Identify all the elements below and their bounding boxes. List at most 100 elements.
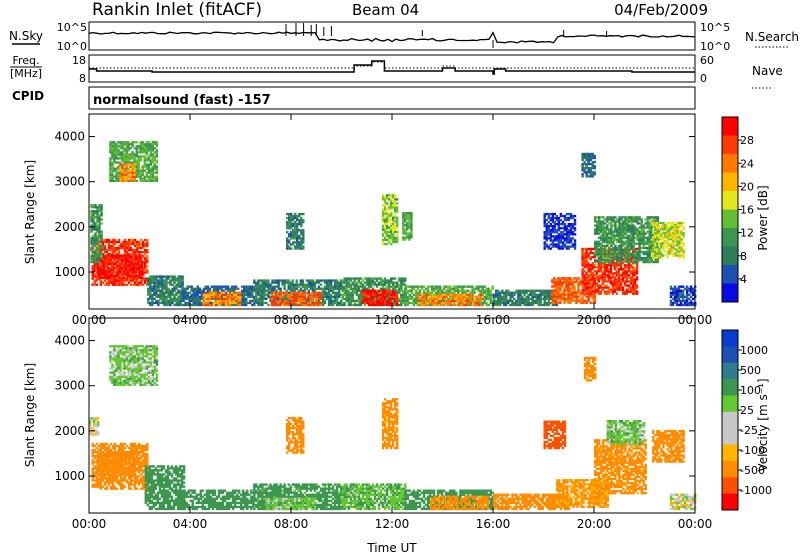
data-cell-0-3 — [151, 277, 154, 280]
data-cell-0-7 — [270, 295, 274, 299]
data-cell-0-15 — [624, 246, 627, 250]
data-cell-0-18 — [553, 216, 557, 220]
data-cell-0-14 — [599, 268, 603, 271]
data-cell-0-0 — [91, 269, 94, 272]
data-cell-0-18 — [551, 227, 555, 230]
data-cell-0-10 — [461, 287, 464, 290]
data-cell-0-15 — [604, 226, 607, 229]
data-cell-0-14 — [595, 270, 598, 273]
data-cell-0-8 — [349, 279, 353, 282]
data-cell-0-11 — [455, 299, 459, 303]
data-cell-0-3 — [153, 287, 156, 290]
data-cell-0-3 — [155, 283, 158, 286]
data-cell-0-14 — [597, 264, 600, 267]
data-cell-0-6 — [338, 285, 341, 288]
data-cell-0-12 — [517, 303, 520, 307]
data-cell-0-1 — [116, 264, 120, 267]
data-cell-0-2 — [100, 208, 103, 211]
data-cell-0-2 — [98, 246, 101, 250]
data-cell-0-9 — [367, 297, 371, 301]
data-cell-0-3 — [173, 299, 176, 303]
data-cell-0-13 — [563, 295, 566, 298]
data-cell-0-14 — [585, 282, 588, 285]
data-cell-0-18 — [559, 218, 563, 222]
data-cell-0-3 — [179, 279, 182, 282]
data-cell-0-12 — [499, 293, 502, 297]
data-cell-0-15 — [624, 258, 627, 262]
data-cell-0-0 — [144, 267, 147, 270]
data-cell-0-4 — [237, 287, 240, 290]
data-cell-0-5 — [237, 299, 240, 303]
data-cell-0-15 — [646, 256, 649, 260]
data-cell-0-6 — [340, 299, 343, 303]
data-cell-0-2 — [90, 256, 93, 260]
data-cell-0-5 — [216, 303, 220, 307]
data-cell-0-15 — [628, 252, 631, 256]
data-cell-0-12 — [515, 299, 518, 303]
data-cell-0-4 — [200, 293, 204, 297]
data-cell-0-6 — [263, 289, 266, 292]
data-cell-0-14 — [589, 274, 592, 277]
data-cell-0-7 — [289, 293, 292, 297]
data-cell-0-15 — [646, 220, 649, 223]
data-cell-0-16 — [674, 236, 677, 239]
data-cell-0-15 — [618, 230, 621, 233]
data-cell-0-15 — [594, 252, 597, 256]
data-cell-0-7 — [313, 303, 316, 307]
data-cell-0-15 — [612, 240, 615, 243]
data-cell-0-18 — [559, 247, 563, 250]
data-cell-0-0 — [133, 244, 137, 248]
data-cell-0-17 — [683, 295, 687, 299]
data-cell-0-6 — [331, 299, 335, 303]
data-cell-0-15 — [650, 258, 654, 262]
data-cell-0-14 — [625, 288, 629, 291]
data-cell-0-3 — [173, 289, 176, 292]
data-cell-0-14 — [627, 274, 631, 277]
data-cell-0-12 — [525, 291, 528, 294]
data-cell-0-18 — [565, 216, 569, 220]
data-cell-0-12 — [521, 299, 524, 303]
data-cell-0-6 — [287, 299, 290, 303]
data-cell-0-8 — [400, 289, 403, 292]
data-cell-0-15 — [642, 260, 645, 264]
data-cell-0-1 — [96, 276, 100, 280]
data-cell-0-8 — [398, 297, 401, 301]
data-cell-0-18 — [551, 216, 555, 220]
data-cell-0-7 — [319, 303, 322, 307]
data-cell-0-15 — [604, 236, 607, 239]
data-cell-0-10 — [408, 301, 412, 305]
data-cell-0-16 — [652, 242, 655, 245]
data-cell-0-1 — [135, 276, 138, 280]
data-cell-0-3 — [153, 291, 156, 294]
data-cell-0-0 — [117, 283, 121, 286]
data-cell-0-14 — [627, 284, 631, 287]
data-cell-0-15 — [628, 236, 631, 239]
data-cell-0-18 — [555, 245, 559, 248]
data-cell-0-16 — [664, 225, 667, 229]
data-cell-0-2 — [90, 204, 93, 207]
data-cell-0-6 — [257, 297, 260, 301]
data-cell-0-4 — [220, 287, 224, 290]
data-cell-0-15 — [610, 238, 613, 241]
data-cell-0-12 — [511, 301, 514, 305]
data-cell-0-0 — [121, 244, 125, 248]
data-cell-0-4 — [243, 301, 246, 305]
data-cell-0-15 — [628, 224, 631, 227]
data-cell-0-15 — [608, 254, 611, 258]
data-cell-0-16 — [676, 248, 679, 251]
data-cell-0-8 — [363, 285, 367, 288]
data-cell-0-12 — [509, 299, 512, 303]
data-cell-0-10 — [471, 297, 474, 301]
data-cell-0-0 — [142, 269, 145, 272]
data-cell-0-18 — [567, 239, 571, 242]
data-cell-0-0 — [103, 279, 107, 282]
data-cell-0-9 — [390, 303, 393, 307]
data-cell-0-18 — [551, 241, 555, 244]
data-cell-0-16 — [662, 236, 665, 239]
data-cell-0-15 — [650, 234, 654, 237]
data-cell-0-6 — [285, 295, 288, 299]
data-cell-0-6 — [265, 297, 268, 301]
data-cell-0-2 — [92, 260, 95, 264]
data-cell-0-16 — [652, 236, 655, 239]
data-cell-0-0 — [125, 246, 129, 250]
